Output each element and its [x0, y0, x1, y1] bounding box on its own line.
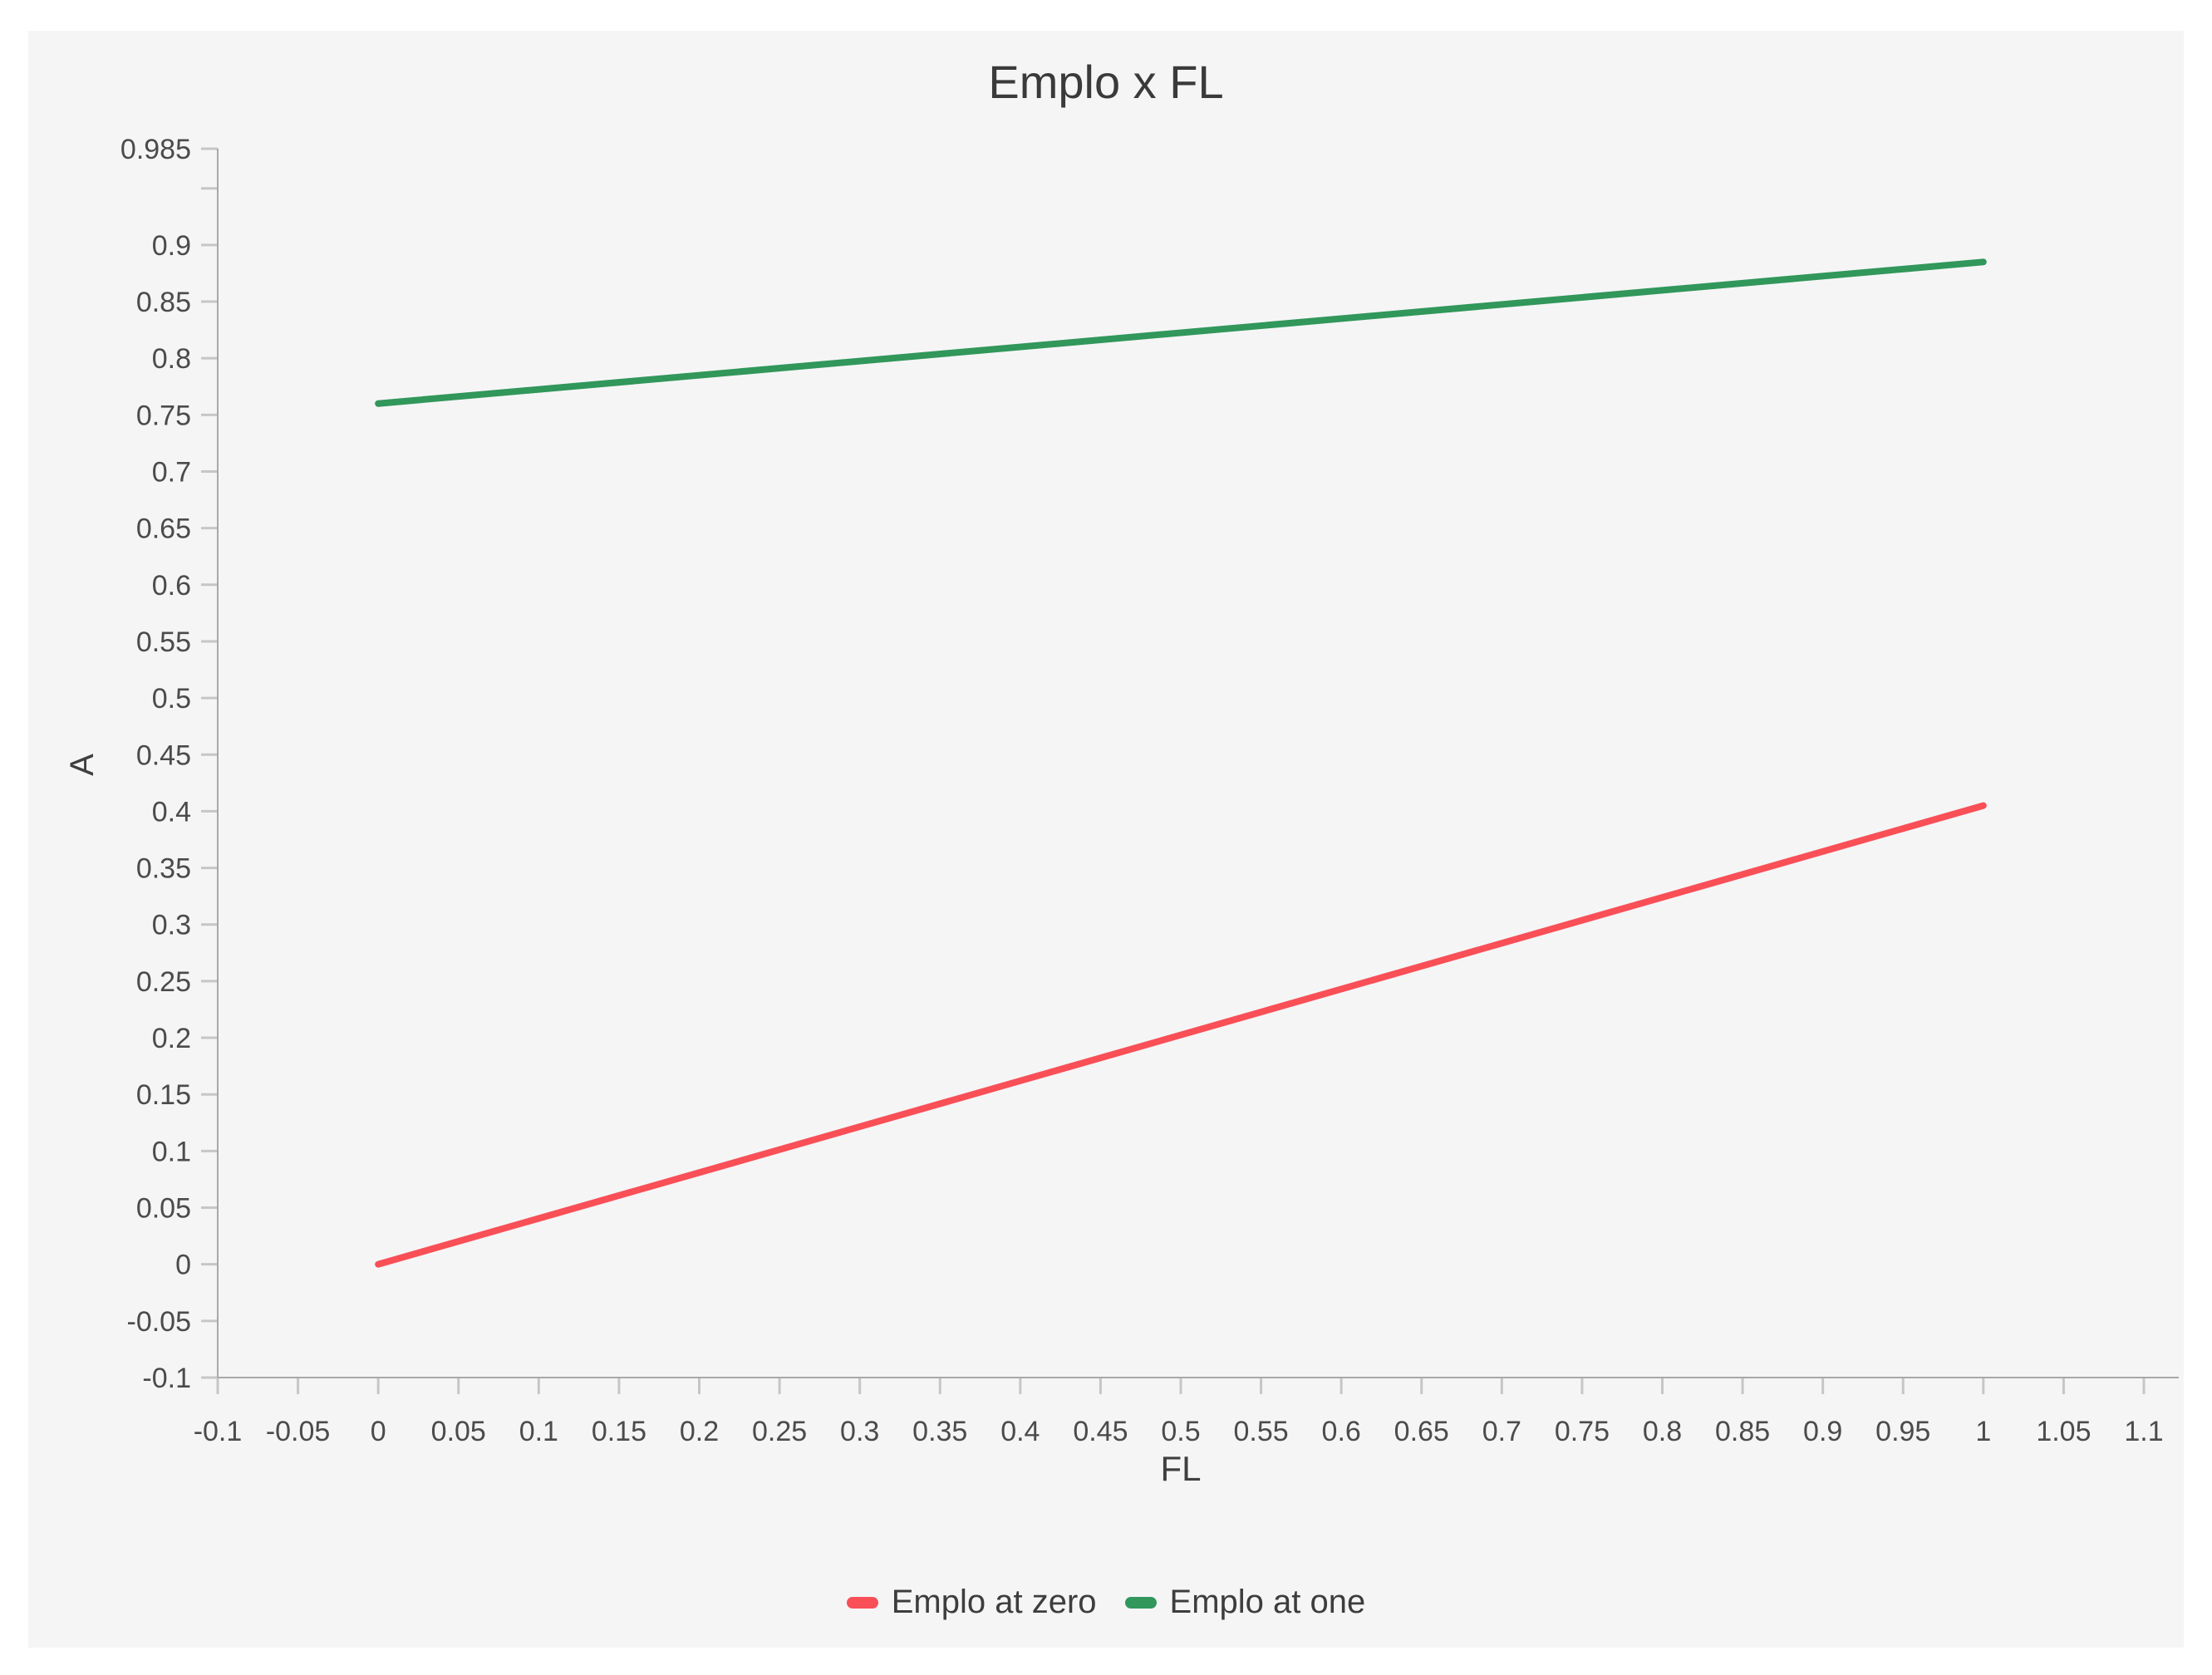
series-line: [375, 258, 1987, 407]
x-tick-label: 0.95: [1875, 1416, 1930, 1447]
y-tick-label: 0.35: [136, 853, 191, 885]
x-tick-label: 0.9: [1803, 1416, 1842, 1447]
y-tick-label: 0.7: [152, 456, 191, 488]
series-line: [375, 802, 1987, 1268]
legend-item-label: Emplo at zero: [891, 1584, 1097, 1620]
x-tick-label: 0.7: [1482, 1416, 1521, 1447]
legend: Emplo at zero Emplo at one: [28, 1584, 2184, 1621]
x-tick-label: 0.45: [1073, 1416, 1128, 1447]
x-tick-label: 0.3: [840, 1416, 879, 1447]
x-tick-label: 0.1: [519, 1416, 558, 1447]
y-tick-label: 0.05: [136, 1193, 191, 1225]
legend-item-label: Emplo at one: [1169, 1584, 1366, 1620]
y-tick-label: 0.45: [136, 739, 191, 771]
y-tick-label: 0.8: [152, 343, 191, 375]
y-tick-label: 0.85: [136, 287, 191, 318]
x-tick-label: 0.05: [431, 1416, 486, 1447]
y-tick-label: 0.6: [152, 570, 191, 602]
x-tick-label: 0.4: [1000, 1416, 1040, 1447]
y-tick-label: 0.5: [152, 683, 191, 715]
x-tick-label: 0.55: [1233, 1416, 1288, 1447]
y-tick-label: 0: [175, 1250, 191, 1281]
y-tick-label: 0.985: [120, 134, 191, 165]
x-tick-label: 1.1: [2124, 1416, 2163, 1447]
y-tick-label: 0.9: [152, 230, 191, 262]
y-tick-label: 0.55: [136, 626, 191, 658]
x-tick-label: 0.5: [1161, 1416, 1200, 1447]
x-tick-label: 0.6: [1322, 1416, 1361, 1447]
y-tick-label: 0.3: [152, 910, 191, 941]
x-tick-label: 0.35: [912, 1416, 967, 1447]
y-tick-label: 0.65: [136, 513, 191, 545]
x-tick-label: 1.05: [2036, 1416, 2091, 1447]
y-tick-label: 0.75: [136, 400, 191, 431]
y-tick-label: -0.05: [127, 1306, 192, 1338]
x-tick-label: -0.05: [266, 1416, 331, 1447]
x-axis-title: FL: [1160, 1449, 1202, 1488]
x-tick-label: 0.25: [752, 1416, 807, 1447]
x-tick-label: 0.2: [680, 1416, 719, 1447]
legend-marker: [846, 1596, 878, 1609]
chart-title: Emplo x FL: [988, 56, 1224, 108]
y-tick-label: 0.25: [136, 966, 191, 998]
x-tick-label: 0.85: [1715, 1416, 1770, 1447]
y-tick-label: 0.1: [152, 1136, 191, 1167]
legend-item: Emplo at one: [1124, 1584, 1366, 1621]
y-tick-label: 0.15: [136, 1079, 191, 1111]
x-tick-label: 1: [1975, 1416, 1991, 1447]
x-tick-label: 0.75: [1555, 1416, 1610, 1447]
y-axis-title: A: [63, 754, 101, 776]
x-tick-label: 0: [371, 1416, 386, 1447]
x-tick-label: -0.1: [194, 1416, 243, 1447]
legend-marker: [1124, 1596, 1157, 1609]
y-tick-label: 0.4: [152, 796, 191, 828]
x-tick-label: 0.65: [1394, 1416, 1449, 1447]
x-tick-label: 0.8: [1643, 1416, 1682, 1447]
x-tick-label: 0.15: [592, 1416, 646, 1447]
legend-item: Emplo at zero: [846, 1584, 1097, 1621]
y-tick-label: -0.1: [142, 1363, 191, 1394]
y-tick-label: 0.2: [152, 1023, 191, 1054]
